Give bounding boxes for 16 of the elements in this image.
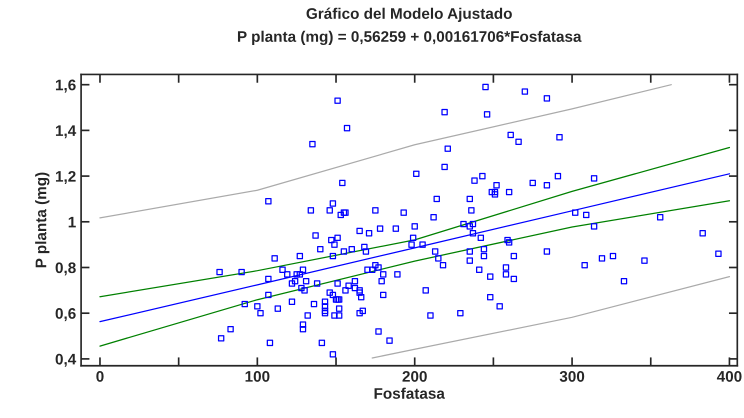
chart-title: Gráfico del Modelo Ajustado [306,8,512,22]
y-axis-title: P planta (mg) [35,172,50,268]
y-tick-label: 0,4 [56,354,76,367]
x-tick-label: 100 [246,371,270,382]
x-tick-label: 0 [96,371,104,382]
chart-subtitle: P planta (mg) = 0,56259 + 0,00161706*Fosfatasa [238,30,582,46]
x-axis-title: Fosfatasa [374,388,445,399]
x-tick-label: 400 [716,371,742,382]
y-tick-label: 1,6 [56,80,76,93]
y-tick-label: 0,6 [56,308,76,322]
x-tick-label: 200 [402,371,427,382]
x-tick-label: 300 [560,371,584,382]
y-tick-label: 1 [68,216,76,228]
y-tick-label: 1,4 [56,125,76,138]
y-tick-label: 1,2 [56,170,76,184]
y-tick-label: 0,8 [56,262,76,276]
